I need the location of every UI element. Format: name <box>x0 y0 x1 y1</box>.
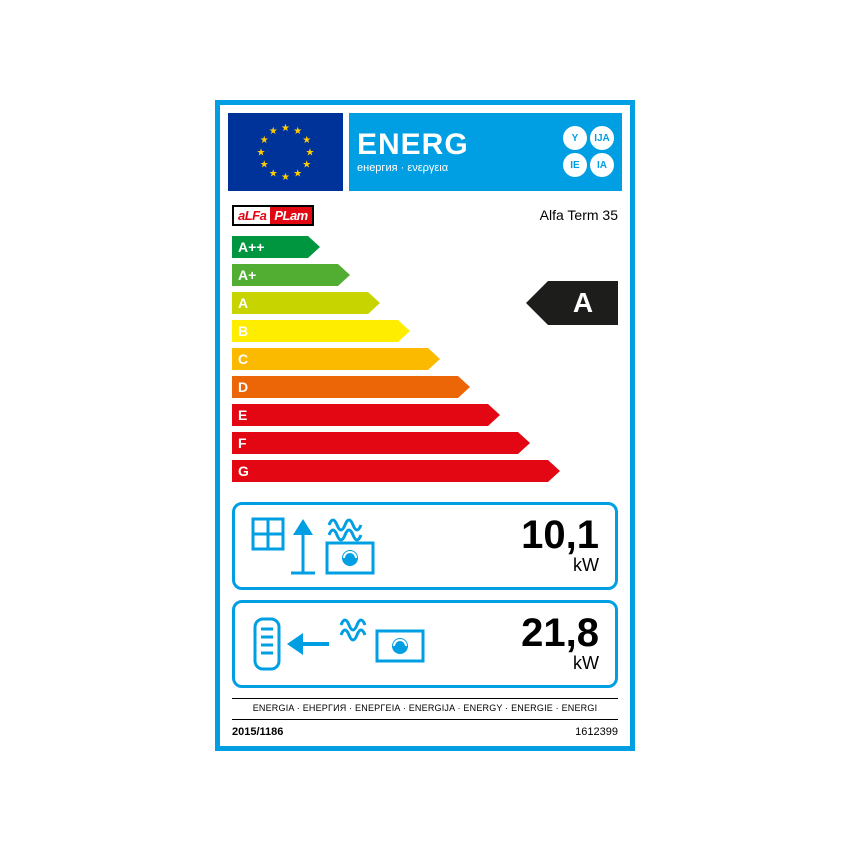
water-heat-output-box: 21,8 kW <box>232 600 618 688</box>
energ-subtitle: енергия · ενεργεια <box>357 162 557 174</box>
lang-suffix-circles: YIJAIEIA <box>563 126 614 177</box>
class-arrow-C: C <box>232 348 440 370</box>
brand-part2: PLam <box>270 207 311 224</box>
regulation-number: 2015/1186 <box>232 726 283 738</box>
class-arrow-G: G <box>232 460 560 482</box>
svg-text:★: ★ <box>306 147 315 158</box>
class-arrow-Aplus: A+ <box>232 264 350 286</box>
class-arrow-F: F <box>232 432 530 454</box>
brand-part1: aLFa <box>234 207 270 224</box>
svg-text:★: ★ <box>269 168 278 179</box>
footer-bottom: 2015/1186 1612399 <box>232 719 618 738</box>
header: ★★★★★★★★★★★★ ENERG енергия · ενεργεια YI… <box>228 113 622 191</box>
svg-text:★: ★ <box>256 147 265 158</box>
efficiency-scale: A A++A+ABCDEFG <box>232 236 618 488</box>
svg-text:★: ★ <box>269 126 278 137</box>
water-heat-unit: kW <box>451 653 599 674</box>
brand-row: aLFa PLam Alfa Term 35 <box>232 205 618 226</box>
class-arrow-D: D <box>232 376 470 398</box>
room-heat-icon <box>251 515 431 577</box>
class-arrow-A: A <box>232 292 380 314</box>
room-heat-value: 10,1 <box>451 515 599 555</box>
brand-logo: aLFa PLam <box>232 205 314 226</box>
class-arrow-Aplusplus: A++ <box>232 236 320 258</box>
class-arrow-E: E <box>232 404 500 426</box>
svg-text:★: ★ <box>260 159 269 170</box>
svg-text:★: ★ <box>293 168 302 179</box>
room-heat-unit: kW <box>451 555 599 576</box>
model-name: Alfa Term 35 <box>540 207 618 223</box>
lang-suffix: IE <box>563 153 587 177</box>
actual-class-pointer: A <box>526 281 618 325</box>
energ-banner: ENERG енергия · ενεργεια YIJAIEIA <box>349 113 622 191</box>
svg-text:★: ★ <box>281 122 290 133</box>
water-heat-value: 21,8 <box>451 613 599 653</box>
energy-label: ★★★★★★★★★★★★ ENERG енергия · ενεργεια YI… <box>215 100 635 751</box>
lang-suffix: Y <box>563 126 587 150</box>
svg-text:★: ★ <box>293 126 302 137</box>
lang-suffix: IJA <box>590 126 614 150</box>
class-arrow-B: B <box>232 320 410 342</box>
room-heat-output-box: 10,1 kW <box>232 502 618 590</box>
energ-title: ENERG <box>357 130 557 160</box>
svg-text:★: ★ <box>302 135 311 146</box>
eu-flag-icon: ★★★★★★★★★★★★ <box>228 113 343 191</box>
document-id: 1612399 <box>575 726 618 738</box>
water-heat-icon <box>251 613 431 675</box>
svg-text:★: ★ <box>281 171 290 182</box>
actual-class-letter: A <box>548 281 618 325</box>
lang-suffix: IA <box>590 153 614 177</box>
footer-languages: ENERGIA · ЕНЕРГИЯ · ΕΝΕΡΓΕΙΑ · ENERGIJA … <box>232 698 618 713</box>
svg-text:★: ★ <box>302 159 311 170</box>
svg-text:★: ★ <box>260 135 269 146</box>
